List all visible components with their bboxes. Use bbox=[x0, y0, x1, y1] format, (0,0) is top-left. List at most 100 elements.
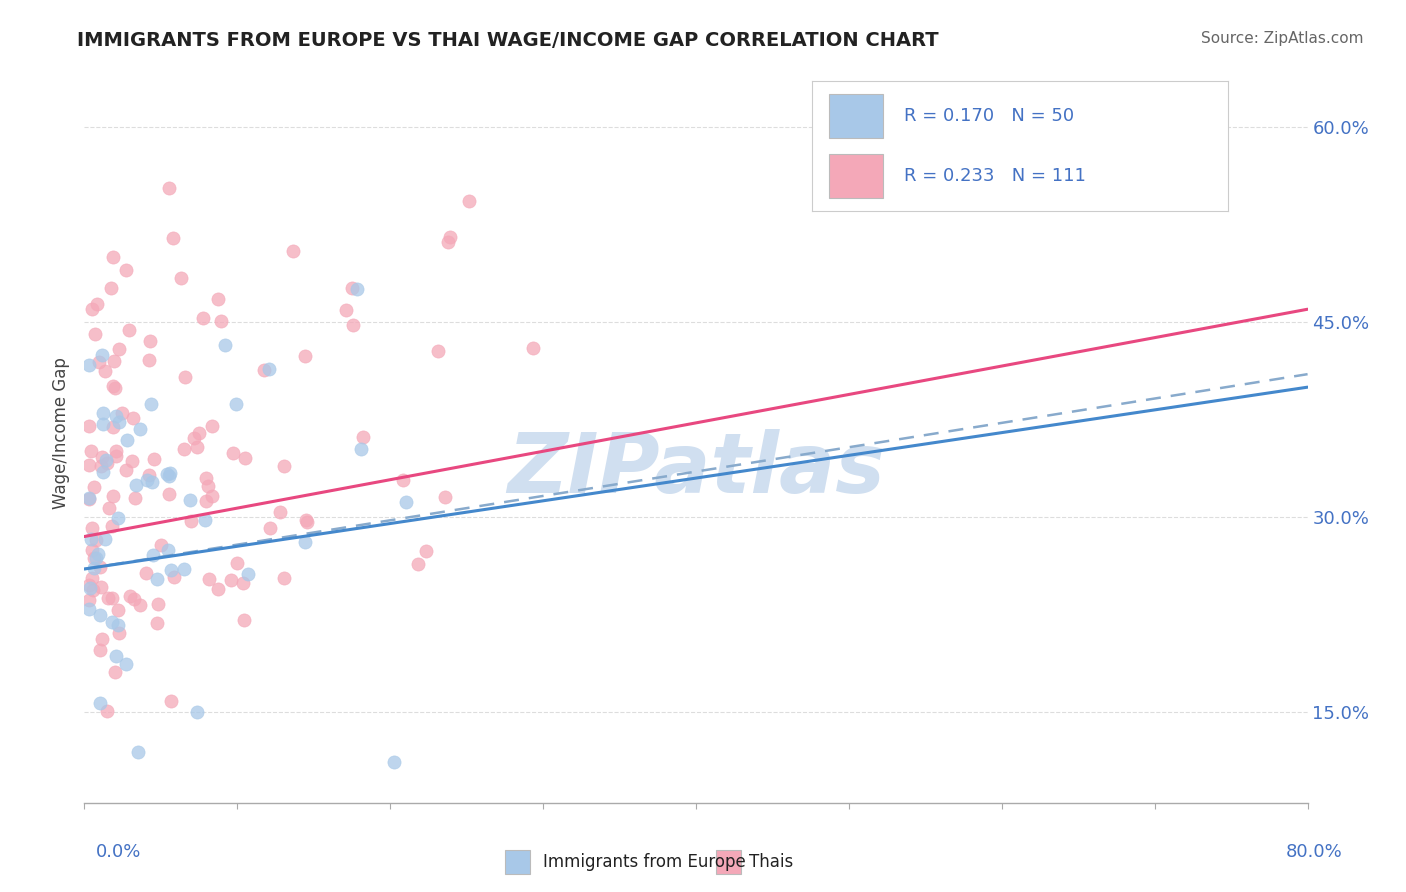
Point bbox=[124, 592, 146, 607]
Point bbox=[82, 521, 104, 535]
Point bbox=[105, 648, 128, 663]
Point bbox=[340, 281, 363, 295]
Point bbox=[125, 478, 148, 492]
Point bbox=[219, 574, 242, 588]
Point bbox=[209, 314, 232, 328]
Point bbox=[201, 489, 224, 503]
Point bbox=[186, 705, 208, 719]
Point bbox=[91, 632, 114, 647]
Point bbox=[107, 511, 129, 525]
Point bbox=[259, 521, 281, 535]
Point bbox=[117, 434, 139, 448]
Point bbox=[80, 444, 103, 458]
Point bbox=[89, 696, 111, 710]
Point bbox=[269, 505, 291, 519]
Point bbox=[79, 581, 101, 595]
Point bbox=[295, 513, 318, 527]
Point bbox=[77, 491, 100, 506]
Point bbox=[115, 463, 138, 477]
Point bbox=[103, 250, 125, 264]
Point bbox=[96, 453, 118, 467]
Text: Thais: Thais bbox=[749, 853, 793, 871]
Point bbox=[84, 327, 107, 342]
Point bbox=[129, 598, 152, 612]
Text: ZIPatlas: ZIPatlas bbox=[508, 429, 884, 510]
Point bbox=[77, 593, 100, 607]
Point bbox=[183, 431, 205, 445]
Point bbox=[77, 458, 100, 473]
Point bbox=[145, 615, 167, 630]
Point bbox=[392, 473, 415, 487]
Point bbox=[77, 491, 100, 505]
Point bbox=[195, 494, 218, 508]
Point bbox=[83, 480, 105, 494]
Point bbox=[89, 560, 111, 574]
Point bbox=[273, 459, 295, 474]
Point bbox=[426, 344, 449, 359]
Point bbox=[83, 551, 105, 566]
Point bbox=[103, 489, 125, 503]
Text: 0.0%: 0.0% bbox=[96, 843, 141, 861]
Point bbox=[139, 334, 162, 348]
Point bbox=[294, 350, 316, 364]
Point bbox=[160, 694, 183, 708]
Point bbox=[281, 244, 304, 259]
Point bbox=[139, 397, 162, 411]
Point bbox=[198, 572, 221, 586]
Point bbox=[136, 473, 159, 487]
Point bbox=[124, 491, 146, 505]
Point bbox=[104, 665, 127, 679]
Point bbox=[89, 608, 111, 623]
Point bbox=[138, 467, 160, 482]
Point bbox=[143, 451, 166, 466]
Point bbox=[458, 194, 481, 208]
Point bbox=[107, 415, 129, 429]
Point bbox=[434, 491, 457, 505]
Point bbox=[103, 379, 125, 393]
Point bbox=[103, 381, 125, 395]
Point bbox=[221, 446, 243, 460]
Point bbox=[77, 578, 100, 592]
Point bbox=[173, 442, 195, 457]
Point bbox=[107, 603, 129, 617]
Point bbox=[257, 362, 280, 376]
Point bbox=[439, 230, 461, 244]
Point bbox=[346, 282, 368, 296]
Point bbox=[436, 235, 458, 249]
Point bbox=[162, 231, 184, 245]
Point bbox=[91, 450, 114, 464]
Point bbox=[115, 657, 138, 671]
Point bbox=[159, 467, 181, 481]
Point bbox=[253, 363, 276, 377]
Point bbox=[91, 417, 114, 432]
Point bbox=[195, 471, 218, 485]
Point bbox=[148, 597, 170, 611]
Point bbox=[77, 418, 100, 433]
Point bbox=[83, 561, 105, 575]
Point bbox=[94, 533, 117, 547]
Point bbox=[142, 548, 165, 562]
Point bbox=[141, 475, 163, 489]
Point bbox=[157, 468, 180, 483]
Point bbox=[91, 406, 114, 420]
Point bbox=[100, 519, 122, 533]
Point bbox=[121, 454, 143, 468]
Point bbox=[163, 570, 186, 584]
Point bbox=[395, 494, 418, 508]
Point bbox=[187, 425, 209, 440]
Y-axis label: Wage/Income Gap: Wage/Income Gap bbox=[52, 357, 70, 508]
Point bbox=[149, 538, 172, 552]
Point bbox=[104, 444, 127, 458]
Point bbox=[156, 467, 179, 482]
Point bbox=[406, 557, 429, 571]
Point bbox=[226, 556, 249, 570]
Point bbox=[101, 615, 124, 630]
FancyBboxPatch shape bbox=[716, 850, 741, 873]
Point bbox=[194, 513, 217, 527]
Point bbox=[173, 369, 195, 384]
Point bbox=[86, 533, 108, 547]
Point bbox=[342, 318, 364, 332]
Point bbox=[127, 745, 149, 759]
Point bbox=[225, 397, 247, 411]
Point bbox=[233, 450, 256, 465]
